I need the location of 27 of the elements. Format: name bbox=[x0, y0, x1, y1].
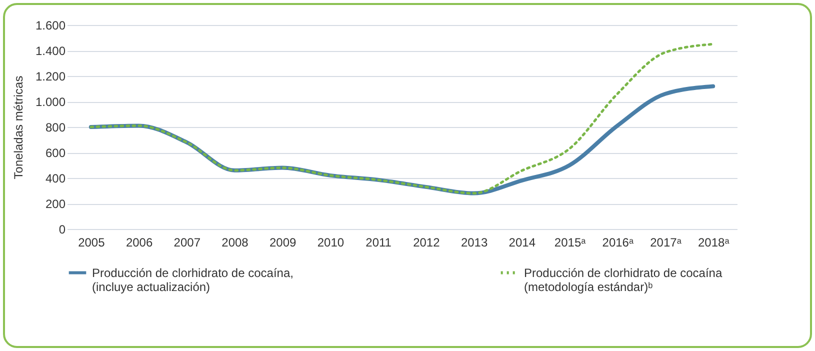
x-tick-label: 2009 bbox=[270, 236, 297, 250]
y-tick-label: 1.400 bbox=[35, 44, 66, 58]
x-tick-label: 2005 bbox=[78, 236, 106, 250]
x-tick-label: 2012 bbox=[413, 236, 440, 250]
x-tick-label: 2008 bbox=[222, 236, 249, 250]
x-tick-label: 2018ᵃ bbox=[698, 236, 730, 250]
y-tick-label: 1.600 bbox=[35, 18, 66, 32]
line-series bbox=[90, 42, 714, 195]
y-tick-label: 200 bbox=[45, 197, 66, 211]
x-tick-label: 2010 bbox=[317, 236, 344, 250]
x-tick-label: 2016ᵃ bbox=[602, 236, 634, 250]
legend-label: Producción de clorhidrato de cocaína, (incluye actualización) bbox=[92, 266, 294, 294]
x-tick-label: 2013 bbox=[460, 236, 488, 250]
x-tick-label: 2006 bbox=[126, 236, 153, 250]
y-tick-label: 600 bbox=[45, 146, 66, 160]
x-tick-label: 2017ᵃ bbox=[650, 236, 682, 250]
y-axis-title: Toneladas métricas bbox=[11, 76, 26, 180]
y-tick-label: 1.200 bbox=[35, 70, 66, 84]
y-tick-label: 400 bbox=[45, 172, 66, 186]
x-tick-label: 2015ᵃ bbox=[554, 236, 586, 250]
legend-label: Producción de clorhidrato de cocaína (metodología estándar)ᵇ bbox=[524, 266, 722, 294]
y-tick-label: 0 bbox=[58, 222, 66, 236]
x-tick-label: 2014 bbox=[508, 236, 536, 250]
y-tick-label: 1.000 bbox=[35, 95, 66, 109]
x-tick-label: 2011 bbox=[366, 236, 392, 250]
y-tick-label: 800 bbox=[45, 120, 66, 134]
x-tick-label: 2007 bbox=[174, 236, 201, 250]
